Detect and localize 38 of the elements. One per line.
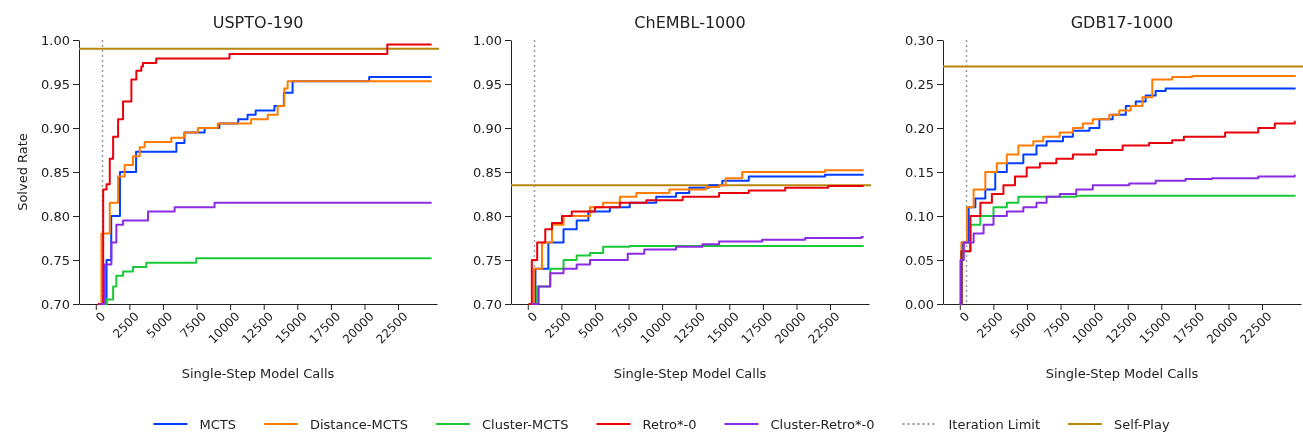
y-tick-label: 0.30 bbox=[905, 32, 934, 48]
y-tick-label: 0.95 bbox=[473, 76, 502, 92]
y-tick-label: 0.75 bbox=[41, 252, 70, 268]
legend-label: Iteration Limit bbox=[948, 417, 1041, 432]
legend-label: Cluster-Retro*-0 bbox=[770, 417, 875, 432]
y-tick-label: 0.80 bbox=[41, 208, 70, 224]
y-tick-label: 0.10 bbox=[905, 208, 934, 224]
y-tick-label: 0.90 bbox=[473, 120, 502, 136]
y-tick-label: 0.85 bbox=[41, 164, 70, 180]
y-tick-label: 1.00 bbox=[41, 32, 70, 48]
legend-label: Self-Play bbox=[1114, 417, 1170, 432]
y-tick-label: 0.15 bbox=[905, 164, 934, 180]
y-tick-label: 0.70 bbox=[41, 296, 70, 312]
legend-label: MCTS bbox=[199, 417, 236, 432]
y-axis-title: Solved Rate bbox=[15, 133, 30, 211]
x-axis-title: Single-Step Model Calls bbox=[1045, 366, 1199, 381]
legend-label: Distance-MCTS bbox=[309, 417, 408, 432]
legend-label: Retro*-0 bbox=[642, 417, 697, 432]
x-axis-title: Single-Step Model Calls bbox=[613, 366, 767, 381]
chart-title: ChEMBL-1000 bbox=[634, 13, 746, 32]
x-tick-label: 0 bbox=[524, 309, 541, 325]
y-tick-label: 0.05 bbox=[905, 252, 934, 268]
y-tick-label: 0.70 bbox=[473, 296, 502, 312]
chart-title: GDB17-1000 bbox=[1070, 13, 1174, 32]
x-axis-title: Single-Step Model Calls bbox=[181, 366, 335, 381]
y-tick-label: 0.85 bbox=[473, 164, 502, 180]
y-tick-label: 0.00 bbox=[905, 296, 934, 312]
y-tick-label: 0.90 bbox=[41, 120, 70, 136]
y-tick-label: 0.20 bbox=[905, 120, 934, 136]
x-tick-label: 0 bbox=[92, 309, 109, 325]
y-tick-label: 0.25 bbox=[905, 76, 934, 92]
y-tick-label: 1.00 bbox=[473, 32, 502, 48]
x-tick-label: 0 bbox=[956, 309, 973, 325]
chart-title: USPTO-190 bbox=[212, 13, 304, 32]
y-tick-label: 0.75 bbox=[473, 252, 502, 268]
y-tick-label: 0.95 bbox=[41, 76, 70, 92]
legend-label: Cluster-MCTS bbox=[481, 417, 569, 432]
y-tick-label: 0.80 bbox=[473, 208, 502, 224]
